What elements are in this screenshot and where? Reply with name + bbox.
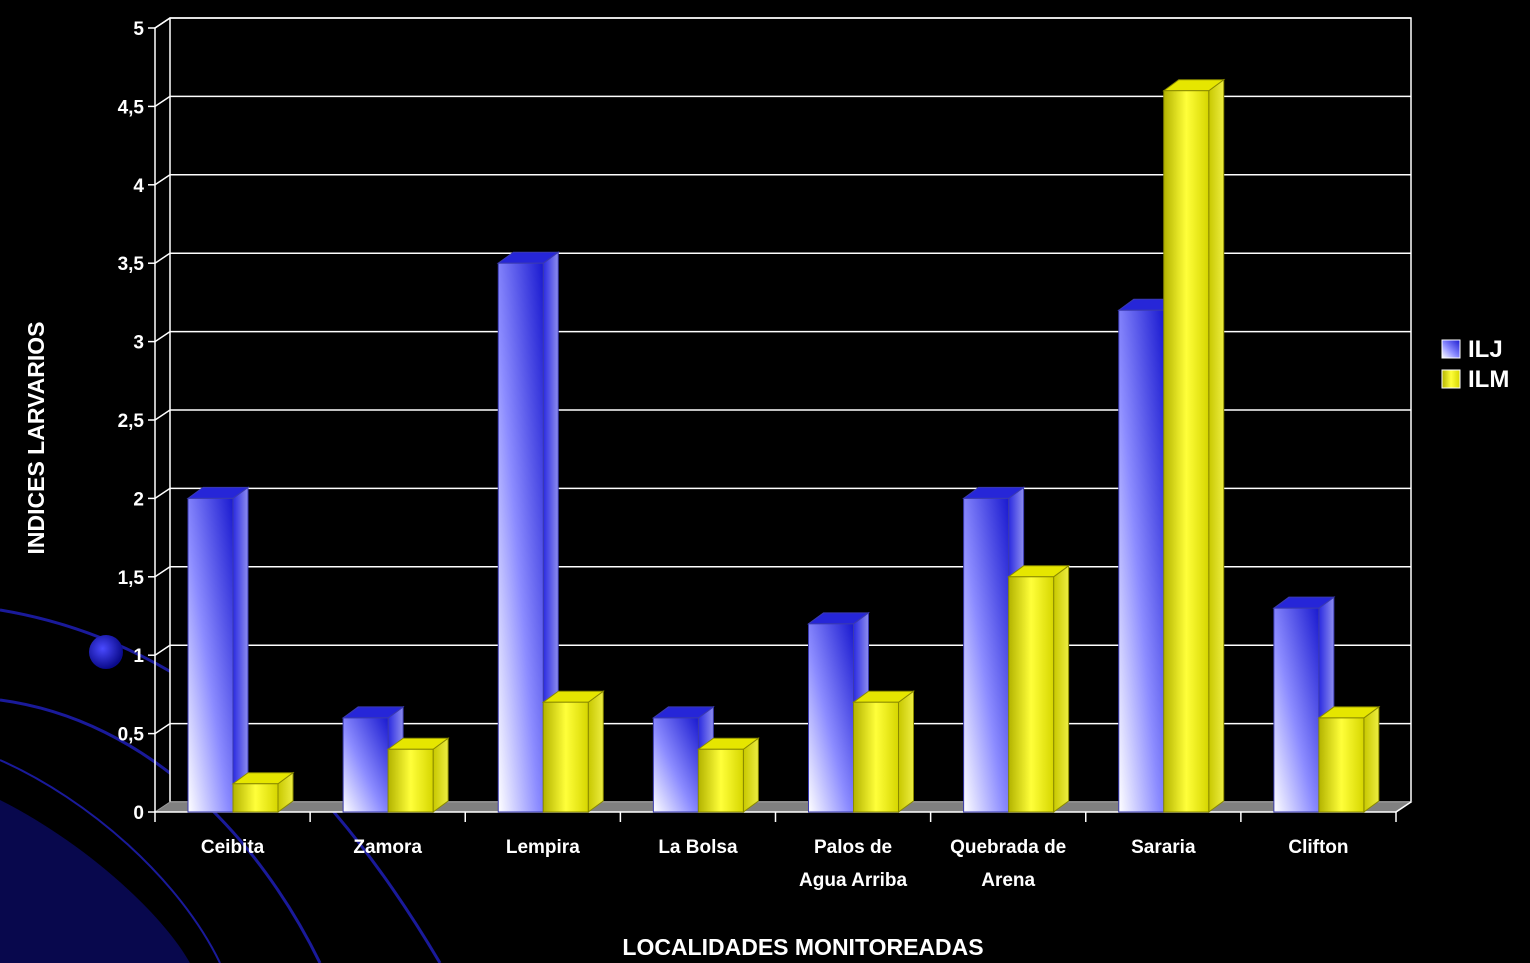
bar-front (542, 701, 589, 813)
bar-side (232, 486, 249, 813)
x-tick-label: Arena (981, 870, 1035, 891)
y-tick-label: 2 (133, 489, 144, 510)
bar-front (387, 748, 434, 813)
legend-label: ILM (1468, 366, 1509, 393)
bar-front (963, 497, 1010, 813)
bar-ilm-2 (541, 690, 605, 813)
bar-front (342, 717, 389, 813)
legend-item-ilj: ILJ (1441, 336, 1503, 363)
x-tick-label: Lempira (506, 837, 580, 858)
y-axis-title: INDICES LARVARIOS (23, 321, 49, 554)
bar-side (1208, 78, 1225, 813)
x-tick-label: Clifton (1288, 837, 1348, 858)
y-tick-label: 4 (133, 176, 144, 197)
bar-ilm-0 (231, 771, 295, 813)
legend-swatch (1441, 339, 1461, 359)
legend-swatch (1441, 369, 1461, 389)
x-tick-label: Ceibita (201, 837, 265, 858)
y-tick-label: 0 (133, 803, 144, 824)
bar-ilm-5 (1007, 564, 1071, 813)
bar-front (853, 701, 899, 813)
x-tick-label: Quebrada de (950, 837, 1066, 858)
y-tick-label: 1 (133, 646, 144, 667)
gridline-side (154, 644, 171, 656)
y-tick-label: 4,5 (118, 97, 145, 118)
bar-front (1273, 607, 1320, 813)
x-tick-label: Zamora (353, 837, 422, 858)
bar-side (432, 737, 449, 813)
bar-ilm-3 (696, 737, 760, 813)
bar-ilm-7 (1317, 705, 1381, 813)
bar-front (497, 262, 544, 813)
x-tick-label: Palos de (814, 837, 892, 858)
legend: ILJ ILM (1441, 336, 1509, 393)
gridline-side (154, 722, 171, 735)
bar-side (587, 690, 604, 813)
background-decoration (0, 608, 442, 963)
x-tick-label: Sararia (1131, 837, 1196, 858)
legend-label: ILJ (1468, 336, 1503, 363)
bar-ilj-0 (186, 486, 250, 813)
decor-curve (0, 759, 221, 963)
y-tick-label: 1,5 (118, 568, 145, 589)
y-tick-label: 2,5 (118, 411, 145, 432)
bar-side (898, 690, 914, 813)
decor-fill (0, 800, 190, 963)
y-tick-label: 3,5 (118, 254, 145, 275)
gridline-side (154, 252, 171, 264)
bar-front (808, 623, 854, 813)
legend-item-ilm: ILM (1441, 366, 1509, 393)
bar-front (232, 783, 279, 813)
y-tick-label: 0,5 (118, 725, 145, 746)
decor-dot (89, 635, 123, 669)
gridline-side (154, 330, 171, 343)
y-tick-label: 3 (133, 333, 144, 354)
gridline-side (154, 95, 171, 108)
bar-front (697, 748, 744, 813)
bar-front (1118, 309, 1165, 813)
bar-front (1163, 90, 1210, 813)
gridline-side (154, 487, 171, 500)
x-axis-title: LOCALIDADES MONITOREADAS (622, 934, 983, 960)
bar-front (652, 717, 699, 813)
bar-front (187, 497, 234, 813)
floor-edge (1395, 801, 1412, 813)
x-tick-label: Agua Arriba (799, 870, 907, 891)
gridline-side (154, 409, 171, 421)
gridline-side (154, 566, 171, 578)
bar-front (1318, 717, 1365, 813)
bar-ilm-6 (1162, 78, 1226, 813)
bar-side (1363, 705, 1380, 813)
gridline-side (154, 17, 171, 29)
bar-front (1008, 576, 1055, 813)
bar-ilm-4 (851, 690, 916, 813)
bar-side (742, 737, 759, 813)
y-tick-label: 5 (133, 19, 144, 40)
bar-ilm-1 (386, 737, 450, 813)
gridline-side (154, 174, 171, 186)
x-tick-label: La Bolsa (658, 837, 738, 858)
bar-ilj-2 (496, 251, 560, 813)
bar-side (1053, 564, 1070, 813)
